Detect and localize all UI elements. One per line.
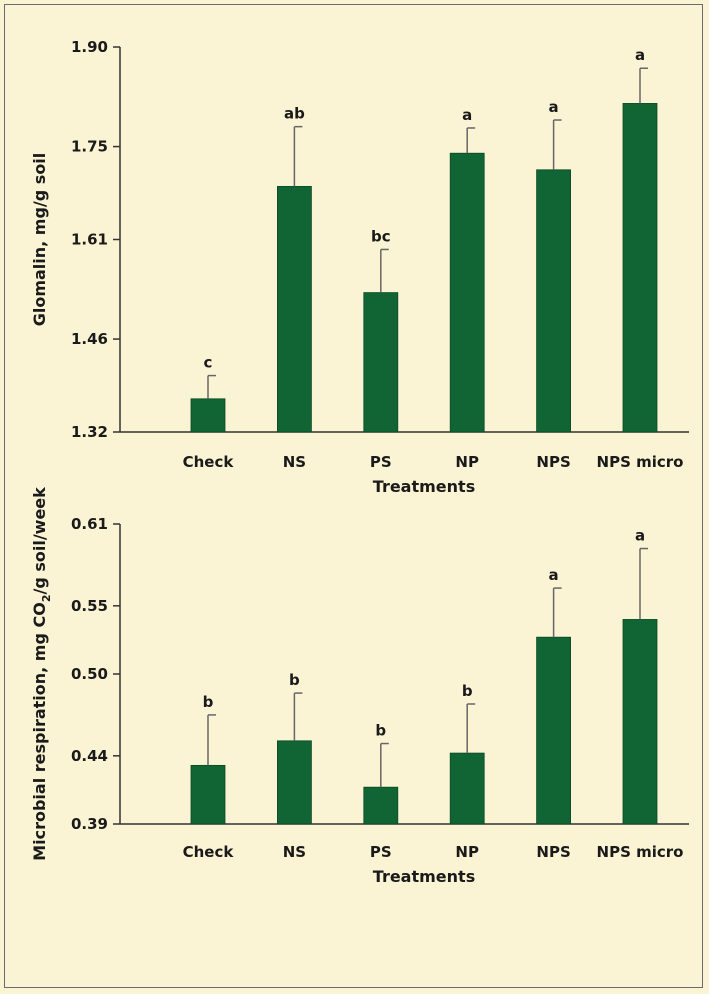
category-label: NS	[283, 843, 306, 861]
y-tick-label: 0.61	[71, 515, 108, 533]
category-label: Check	[183, 453, 235, 471]
significance-label: b	[203, 693, 214, 711]
y-tick-label: 1.90	[71, 38, 108, 56]
y-tick-label: 0.44	[71, 747, 108, 765]
category-label: NS	[283, 453, 306, 471]
category-label: Check	[183, 843, 235, 861]
significance-label: b	[289, 671, 300, 689]
y-axis-title-part: /g soil/week	[30, 487, 49, 595]
significance-label: a	[549, 98, 559, 116]
significance-label: bc	[371, 227, 391, 245]
bar-nps-micro	[622, 103, 658, 433]
bar-ns	[276, 740, 312, 825]
bar-np	[449, 152, 485, 433]
category-label: NP	[455, 843, 479, 861]
bar-np	[449, 752, 485, 825]
bar-ps	[363, 292, 399, 433]
bar-ns	[276, 185, 312, 433]
y-tick-label: 1.61	[71, 231, 108, 249]
significance-label: ab	[284, 105, 305, 123]
glomalin-chart: 1.32 1.46 1.61 1.75 1.90 c Check ab NS bc PS a NP a NP…	[30, 38, 689, 496]
y-tick-label: 0.55	[71, 597, 108, 615]
figure-panel: 1.32 1.46 1.61 1.75 1.90 c Check ab NS bc PS a NP a NP…	[4, 4, 703, 988]
y-axis-title-part: Microbial respiration, mg CO	[30, 602, 49, 861]
category-label: NP	[455, 453, 479, 471]
y-axis-title-subscript: 2	[40, 595, 53, 603]
category-label: NPS micro	[597, 843, 684, 861]
significance-label: a	[549, 566, 559, 584]
charts-canvas: 1.321.461.611.751.90cCheckabNSbcPSaNPaNP…	[30, 38, 689, 886]
y-tick-label: 0.50	[71, 665, 108, 683]
category-label: PS	[370, 453, 392, 471]
significance-label: a	[635, 46, 645, 64]
microbial-respiration-chart: 0.39 0.44 0.50 0.55 0.61 b Check b NS b PS b NP a NPS a…	[30, 487, 689, 886]
y-tick-label: 1.75	[71, 138, 108, 156]
significance-label: b	[375, 722, 386, 740]
category-label: NPS micro	[597, 453, 684, 471]
y-tick-label: 1.32	[71, 423, 108, 441]
bar-nps	[536, 636, 571, 825]
bar-nps-micro	[622, 619, 658, 825]
x-axis-title: Treatments	[373, 477, 475, 496]
y-axis-title: Microbial respiration, mg CO2/g soil/wee…	[30, 487, 53, 861]
significance-label: b	[462, 682, 473, 700]
bar-ps	[363, 786, 399, 825]
significance-label: a	[635, 527, 645, 545]
category-label: NPS	[536, 453, 570, 471]
significance-label: c	[204, 354, 213, 372]
y-tick-label: 0.39	[71, 815, 108, 833]
y-axis-title: Glomalin, mg/g soil	[30, 153, 49, 327]
significance-label: a	[462, 106, 472, 124]
bar-nps	[536, 169, 571, 433]
x-axis-title: Treatments	[373, 867, 475, 886]
y-tick-label: 1.46	[71, 330, 108, 348]
category-label: PS	[370, 843, 392, 861]
bar-check	[190, 398, 226, 433]
bar-check	[190, 764, 226, 825]
category-label: NPS	[536, 843, 570, 861]
